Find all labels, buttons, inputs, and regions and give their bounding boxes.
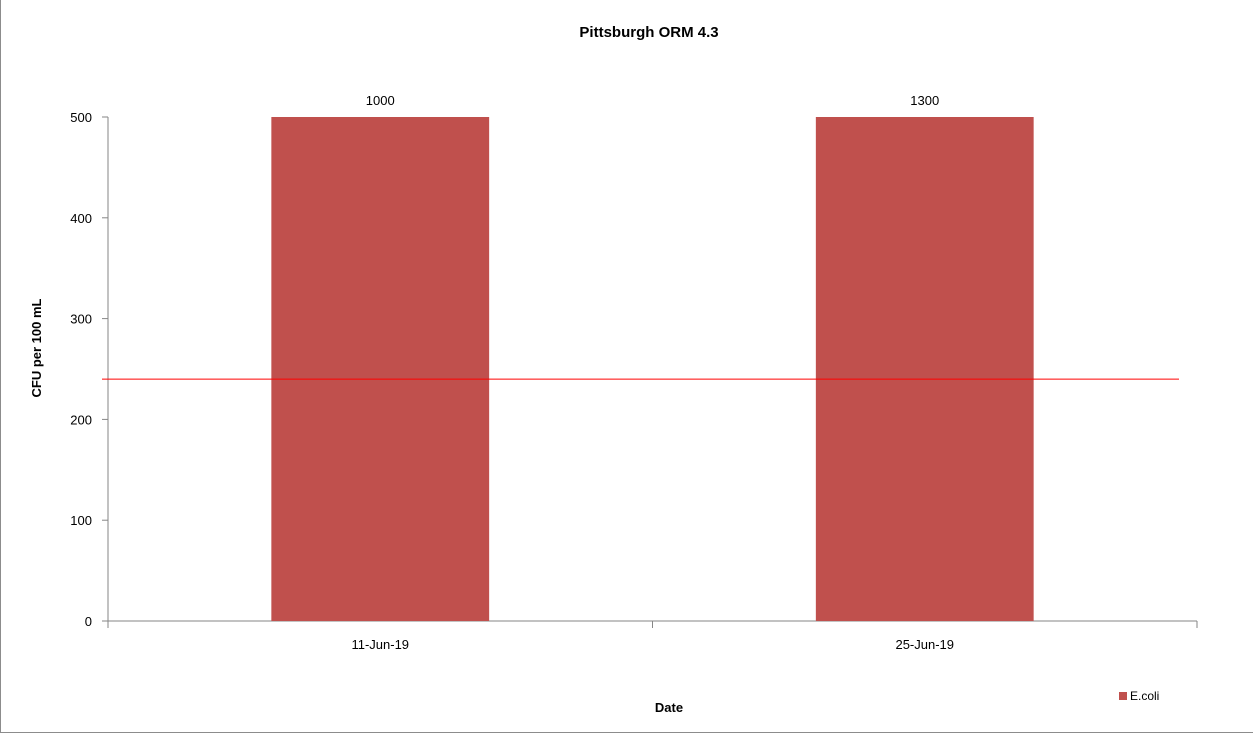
x-tick-label: 25-Jun-19 [895, 637, 954, 652]
y-axis: 0 100 200 300 400 500 [70, 110, 109, 629]
y-tick-label: 0 [85, 614, 92, 629]
data-labels: 1000 1300 [366, 93, 939, 108]
data-label: 1000 [366, 93, 395, 108]
y-tick-label: 500 [70, 110, 92, 125]
y-axis-title: CFU per 100 mL [29, 298, 44, 397]
y-tick-label: 300 [70, 312, 92, 327]
legend: E.coli [1119, 689, 1159, 703]
chart-title: Pittsburgh ORM 4.3 [579, 24, 718, 41]
y-tick-label: 100 [70, 513, 92, 528]
bar [815, 117, 1034, 621]
bar [271, 117, 490, 621]
x-axis: 11-Jun-19 25-Jun-19 [107, 620, 1198, 652]
x-tick-label: 11-Jun-19 [351, 637, 409, 652]
legend-label: E.coli [1130, 689, 1159, 703]
legend-swatch [1119, 692, 1127, 700]
bars [271, 117, 1034, 621]
y-tick-label: 200 [70, 412, 92, 427]
x-axis-title: Date [655, 700, 683, 715]
data-label: 1300 [910, 93, 939, 108]
y-tick-label: 400 [70, 211, 92, 226]
